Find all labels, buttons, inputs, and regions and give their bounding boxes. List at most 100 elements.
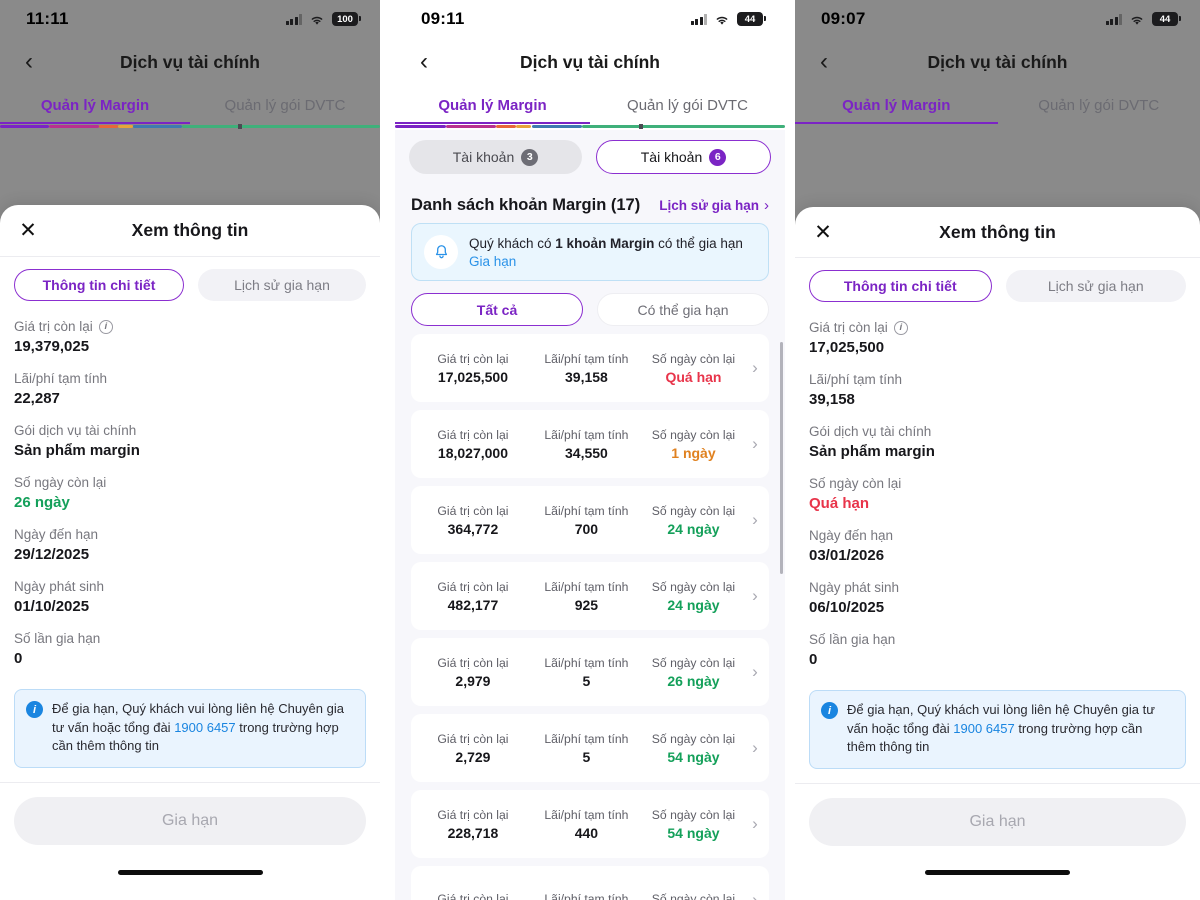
column-header-interest: Lãi/phí tạm tính: [544, 351, 629, 366]
notice-text-before: Quý khách có: [469, 236, 556, 252]
chevron-right-icon[interactable]: ›: [752, 510, 758, 529]
home-indicator: [925, 870, 1070, 876]
renewal-notice-banner[interactable]: Quý khách có 1 khoản Margin có thể gia h…: [411, 223, 769, 281]
close-icon[interactable]: ✕: [19, 219, 37, 243]
account-chip-label: Tài khoản: [452, 149, 515, 165]
table-row[interactable]: Giá trị còn lại 482,177 Lãi/phí tạm tính…: [411, 562, 769, 630]
home-indicator-area: [795, 846, 1200, 900]
battery-icon: 100: [332, 12, 361, 26]
cell-value: 17,025,500: [437, 368, 508, 385]
cell-interest: Lãi/phí tạm tính 5: [533, 732, 640, 765]
divider: [795, 257, 1200, 259]
hotline-number[interactable]: 1900 6457: [953, 720, 1015, 736]
table-row[interactable]: Giá trị còn lại 364,772 Lãi/phí tạm tính…: [411, 486, 769, 554]
segment-lich-su-gia-han[interactable]: Lịch sử gia hạn: [1005, 270, 1186, 303]
tab-quan-ly-goi-dvtc[interactable]: Quản lý gói DVTC: [224, 96, 346, 114]
notice-gia-han-link[interactable]: Gia hạn: [469, 253, 517, 269]
chevron-right-icon[interactable]: ›: [752, 890, 758, 900]
account-chip-label: Tài khoản: [640, 149, 703, 165]
gia-han-button[interactable]: Gia hạn: [809, 797, 1186, 846]
tab-quan-ly-margin[interactable]: Quản lý Margin: [842, 96, 951, 114]
cell-remaining-value: Giá trị còn lại: [413, 892, 533, 900]
column-header-interest: Lãi/phí tạm tính: [544, 503, 629, 518]
column-header-days: Số ngày còn lại: [651, 731, 736, 746]
notice-body: Quý khách có 1 khoản Margin có thể gia h…: [469, 235, 743, 269]
chevron-right-icon[interactable]: ›: [752, 434, 758, 453]
field-value: 06/10/2025: [809, 599, 885, 617]
notice-text-bold: 1 khoản Margin: [555, 236, 655, 252]
nav-bar-3: ‹ Dịch vụ tài chính: [795, 38, 1200, 86]
tab-quan-ly-goi-dvtc[interactable]: Quản lý gói DVTC: [627, 96, 748, 114]
chevron-right-icon[interactable]: ›: [752, 662, 758, 681]
sheet-segmented-control-1: Thông tin chi tiết Lịch sử gia hạn: [0, 257, 380, 307]
cell-value: 925: [574, 596, 599, 613]
chevron-right-icon[interactable]: ›: [752, 358, 758, 377]
page-title: Dịch vụ tài chính: [519, 51, 661, 72]
column-header-days: Số ngày còn lại: [651, 503, 736, 518]
back-button[interactable]: ‹: [420, 48, 428, 75]
back-button[interactable]: ‹: [820, 48, 828, 75]
table-row[interactable]: Giá trị còn lại Lãi/phí tạm tính Số ngày…: [411, 866, 769, 900]
battery-icon: 44: [737, 12, 766, 26]
field-value: 0: [809, 651, 818, 669]
top-tabs-1: Quản lý Margin Quản lý gói DVTC: [0, 86, 380, 124]
content-color-strip: [395, 124, 785, 130]
info-icon[interactable]: i: [98, 319, 113, 334]
field-ngay-den-han: Ngày đến hạn 03/01/2026: [809, 528, 1186, 564]
table-row[interactable]: Giá trị còn lại 2,729 Lãi/phí tạm tính 5…: [411, 714, 769, 782]
info-icon: i: [821, 702, 838, 720]
cell-value: 54 ngày: [667, 748, 720, 765]
close-icon[interactable]: ✕: [814, 220, 832, 244]
tab-quan-ly-margin[interactable]: Quản lý Margin: [438, 96, 547, 114]
renewal-history-link[interactable]: Lịch sử gia hạn ›: [659, 197, 769, 214]
panel-gap-2: [785, 0, 795, 900]
filter-co-the-gia-han[interactable]: Có thể gia hạn: [597, 293, 769, 326]
cell-value: 24 ngày: [667, 520, 720, 537]
field-value: 39,158: [809, 391, 855, 409]
chevron-right-icon[interactable]: ›: [752, 814, 758, 833]
strip-marker: [638, 124, 643, 129]
sheet-title: Xem thông tin: [131, 220, 249, 241]
column-header-days: Số ngày còn lại: [651, 655, 736, 670]
cell-value: 24 ngày: [667, 596, 720, 613]
field-goi-dich-vu-tai-chinh: Gói dịch vụ tài chính Sản phẩm margin: [14, 423, 366, 459]
divider: [795, 782, 1200, 784]
table-row[interactable]: Giá trị còn lại 228,718 Lãi/phí tạm tính…: [411, 790, 769, 858]
table-row[interactable]: Giá trị còn lại 18,027,000 Lãi/phí tạm t…: [411, 410, 769, 478]
info-icon[interactable]: i: [893, 320, 908, 335]
tab-quan-ly-goi-dvtc[interactable]: Quản lý gói DVTC: [1038, 96, 1160, 114]
segment-thong-tin-chi-tiet[interactable]: Thông tin chi tiết: [14, 269, 184, 302]
filter-tat-ca[interactable]: Tất cả: [411, 293, 583, 326]
panel-gap-1: [380, 0, 395, 900]
field-goi-dich-vu-tai-chinh: Gói dịch vụ tài chính Sản phẩm margin: [809, 424, 1186, 460]
back-button[interactable]: ‹: [25, 48, 33, 75]
segment-lich-su-gia-han[interactable]: Lịch sử gia hạn: [198, 269, 366, 302]
hotline-number[interactable]: 1900 6457: [174, 719, 236, 735]
account-chip-3[interactable]: Tài khoản 3: [409, 140, 582, 174]
field-label: Gói dịch vụ tài chính: [809, 424, 932, 440]
field-label: Số lần gia hạn: [809, 632, 896, 648]
cell-value: 5: [582, 672, 591, 689]
chevron-right-icon[interactable]: ›: [752, 586, 758, 605]
cell-value: 54 ngày: [667, 824, 720, 841]
top-tabs-3: Quản lý Margin Quản lý gói DVTC: [795, 86, 1200, 124]
field-label: Số ngày còn lại: [809, 476, 902, 492]
gia-han-button[interactable]: Gia hạn: [14, 796, 366, 845]
field-label: Gói dịch vụ tài chính: [14, 423, 137, 439]
chevron-right-icon[interactable]: ›: [752, 738, 758, 757]
field-value: 03/01/2026: [809, 547, 885, 565]
column-header-days: Số ngày còn lại: [651, 891, 736, 900]
account-chip-6[interactable]: Tài khoản 6: [596, 140, 771, 174]
field-lai-phi-tam-tinh: Lãi/phí tạm tính 39,158: [809, 372, 1186, 408]
table-row[interactable]: Giá trị còn lại 17,025,500 Lãi/phí tạm t…: [411, 334, 769, 402]
cell-interest: Lãi/phí tạm tính 700: [533, 504, 640, 537]
segment-thong-tin-chi-tiet[interactable]: Thông tin chi tiết: [809, 270, 992, 303]
sheet-segmented-control-3: Thông tin chi tiết Lịch sử gia hạn: [795, 258, 1200, 308]
field-value: Sản phẩm margin: [14, 442, 140, 460]
tab-quan-ly-margin[interactable]: Quản lý Margin: [40, 96, 150, 114]
info-note-part1: Để gia hạn, Quý khách vui lòng liên hệ C…: [52, 701, 344, 735]
vertical-scrollbar[interactable]: [780, 342, 783, 574]
chevron-right-icon: ›: [764, 197, 769, 214]
table-row[interactable]: Giá trị còn lại 2,979 Lãi/phí tạm tính 5…: [411, 638, 769, 706]
field-label: Ngày đến hạn: [14, 527, 99, 543]
